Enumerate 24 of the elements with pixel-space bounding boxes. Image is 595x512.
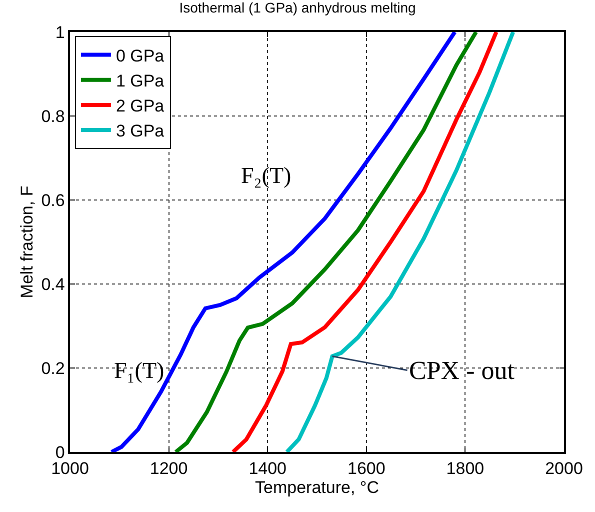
annotation: F₁(T) [114,358,164,383]
legend-label: 2 GPa [116,96,165,116]
x-tick-label: 1000 [51,459,89,478]
line-series [174,32,478,452]
x-tick-label: 1800 [446,459,484,478]
y-tick-label: 0.4 [41,274,65,294]
legend-label: 1 GPa [116,71,165,90]
y-tick-label: 0 [55,442,65,462]
x-tick-label: 1400 [248,459,287,478]
x-tick-label: 1200 [150,459,188,478]
legend-label: 3 GPa [116,122,165,141]
x-axis-title: Temperature, °C [255,478,379,498]
y-tick-label: 0.2 [41,358,65,378]
annotation: F₂(T) [241,163,292,188]
legend-label: 0 GPa [116,46,165,66]
y-tick-label: 1 [55,22,65,42]
x-tick-label: 1600 [347,459,386,478]
annotation: CPX - out [409,356,516,385]
chart-title: Isothermal (1 GPa) anhydrous melting [179,0,416,16]
line-series [110,32,457,452]
y-tick-label: 0.8 [41,106,65,126]
y-tick-label: 0.6 [41,190,65,210]
y-axis-title: Melt fraction, F [17,186,36,298]
x-tick-label: 2000 [545,459,583,478]
